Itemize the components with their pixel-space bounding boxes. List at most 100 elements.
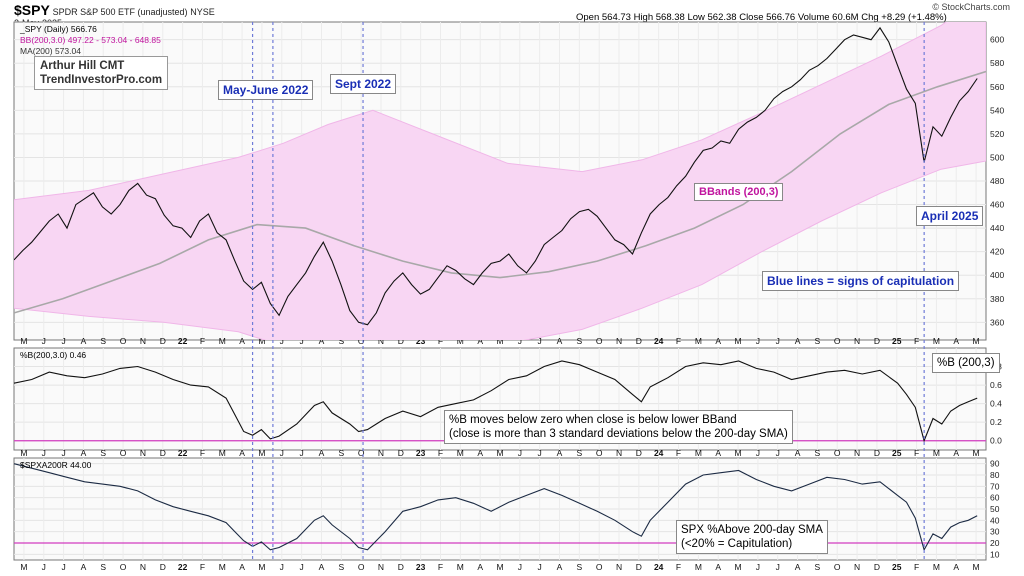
x-tick-label: O <box>596 448 603 458</box>
x-tick-label: N <box>854 448 860 458</box>
annotation-blue-lines: Blue lines = signs of capitulation <box>762 271 960 291</box>
x-tick-label: M <box>933 448 940 458</box>
x-tick-label: M <box>734 562 741 572</box>
legend-bb: BB(200,3.0) 497.22 - 573.04 - 648.85 <box>20 35 161 45</box>
x-tick-label: J <box>300 562 304 572</box>
x-tick-label: F <box>200 448 205 458</box>
x-tick-label: M <box>258 562 265 572</box>
x-tick-label: F <box>914 562 919 572</box>
x-tick-label: J <box>518 562 522 572</box>
x-tick-label: F <box>676 336 681 346</box>
credit-site: TrendInvestorPro.com <box>40 74 163 86</box>
x-tick-label: 23 <box>416 448 426 458</box>
x-tick-label: 24 <box>654 448 664 458</box>
x-tick-label: M <box>496 448 503 458</box>
x-tick-label: S <box>338 448 344 458</box>
x-tick-label: S <box>577 336 583 346</box>
y-tick-label: 70 <box>990 481 1000 491</box>
x-tick-label: 22 <box>178 336 188 346</box>
x-tick-label: M <box>933 562 940 572</box>
x-tick-label: A <box>715 336 721 346</box>
y-tick-label: 540 <box>990 105 1004 115</box>
x-tick-label: D <box>636 448 642 458</box>
x-tick-label: D <box>636 562 642 572</box>
y-tick-label: 0.4 <box>990 399 1002 409</box>
x-tick-label: J <box>280 562 284 572</box>
y-tick-label: 580 <box>990 58 1004 68</box>
credit-author: Arthur Hill CMT <box>40 60 125 72</box>
x-tick-label: A <box>795 562 801 572</box>
y-tick-label: 80 <box>990 470 1000 480</box>
x-tick-label: N <box>140 562 146 572</box>
annotation-may-june-2022: May-June 2022 <box>218 80 314 100</box>
x-tick-label: A <box>557 336 563 346</box>
x-tick-label: 22 <box>178 562 188 572</box>
x-tick-label: J <box>280 336 284 346</box>
y-tick-label: 560 <box>990 82 1004 92</box>
x-tick-label: 25 <box>892 448 902 458</box>
y-tick-label: 0.6 <box>990 380 1002 390</box>
legend-pctb: %B(200,3.0) 0.46 <box>20 350 86 360</box>
x-tick-label: J <box>776 336 780 346</box>
x-tick-label: N <box>378 562 384 572</box>
x-tick-label: A <box>319 336 325 346</box>
x-tick-label: D <box>636 336 642 346</box>
x-tick-label: A <box>557 562 563 572</box>
x-tick-label: J <box>61 336 65 346</box>
x-tick-label: 22 <box>178 448 188 458</box>
x-tick-label: S <box>338 336 344 346</box>
x-tick-label: M <box>973 336 980 346</box>
x-tick-label: A <box>239 562 245 572</box>
annotation-april-2025: April 2025 <box>916 206 984 226</box>
x-tick-label: A <box>795 448 801 458</box>
x-tick-label: D <box>160 562 166 572</box>
x-tick-label: A <box>239 336 245 346</box>
x-tick-label: M <box>258 336 265 346</box>
y-tick-label: 380 <box>990 294 1004 304</box>
x-tick-label: N <box>616 336 622 346</box>
x-tick-label: A <box>953 562 959 572</box>
x-tick-label: D <box>874 448 880 458</box>
x-tick-label: D <box>160 448 166 458</box>
x-tick-label: 23 <box>416 336 426 346</box>
x-tick-label: O <box>358 562 365 572</box>
x-tick-label: A <box>239 448 245 458</box>
exchange-label: NYSE <box>190 7 215 17</box>
x-tick-label: F <box>676 562 681 572</box>
x-tick-label: A <box>953 336 959 346</box>
y-tick-label: 0.0 <box>990 436 1002 446</box>
x-tick-label: 24 <box>654 336 664 346</box>
x-tick-label: D <box>398 562 404 572</box>
x-tick-label: F <box>200 336 205 346</box>
x-tick-label: N <box>140 448 146 458</box>
x-tick-label: J <box>756 562 760 572</box>
x-tick-label: S <box>338 562 344 572</box>
x-tick-label: M <box>219 562 226 572</box>
annotation-pctb-note: %B moves below zero when close is below … <box>444 410 793 444</box>
y-tick-label: 400 <box>990 270 1004 280</box>
x-tick-label: A <box>81 562 87 572</box>
x-tick-label: F <box>200 562 205 572</box>
x-tick-label: D <box>874 336 880 346</box>
x-tick-label: J <box>776 562 780 572</box>
x-tick-label: N <box>854 562 860 572</box>
bollinger-band-area <box>14 22 986 340</box>
x-tick-label: N <box>616 562 622 572</box>
y-tick-label: 460 <box>990 200 1004 210</box>
x-tick-label: D <box>398 448 404 458</box>
legend-breadth: $SPXA200R 44.00 <box>20 460 92 470</box>
y-tick-label: 20 <box>990 538 1000 548</box>
x-tick-label: J <box>538 562 542 572</box>
x-tick-label: S <box>100 336 106 346</box>
x-tick-label: O <box>120 562 127 572</box>
annotation-pctb-note-line2: (close is more than 3 standard deviation… <box>449 428 788 440</box>
x-tick-label: S <box>577 448 583 458</box>
x-tick-label: A <box>953 448 959 458</box>
x-tick-label: A <box>715 562 721 572</box>
x-tick-label: S <box>100 448 106 458</box>
annotation-sept-2022: Sept 2022 <box>330 74 397 94</box>
x-tick-label: F <box>438 336 443 346</box>
x-tick-label: M <box>258 448 265 458</box>
x-tick-label: M <box>20 448 27 458</box>
x-tick-label: J <box>776 448 780 458</box>
